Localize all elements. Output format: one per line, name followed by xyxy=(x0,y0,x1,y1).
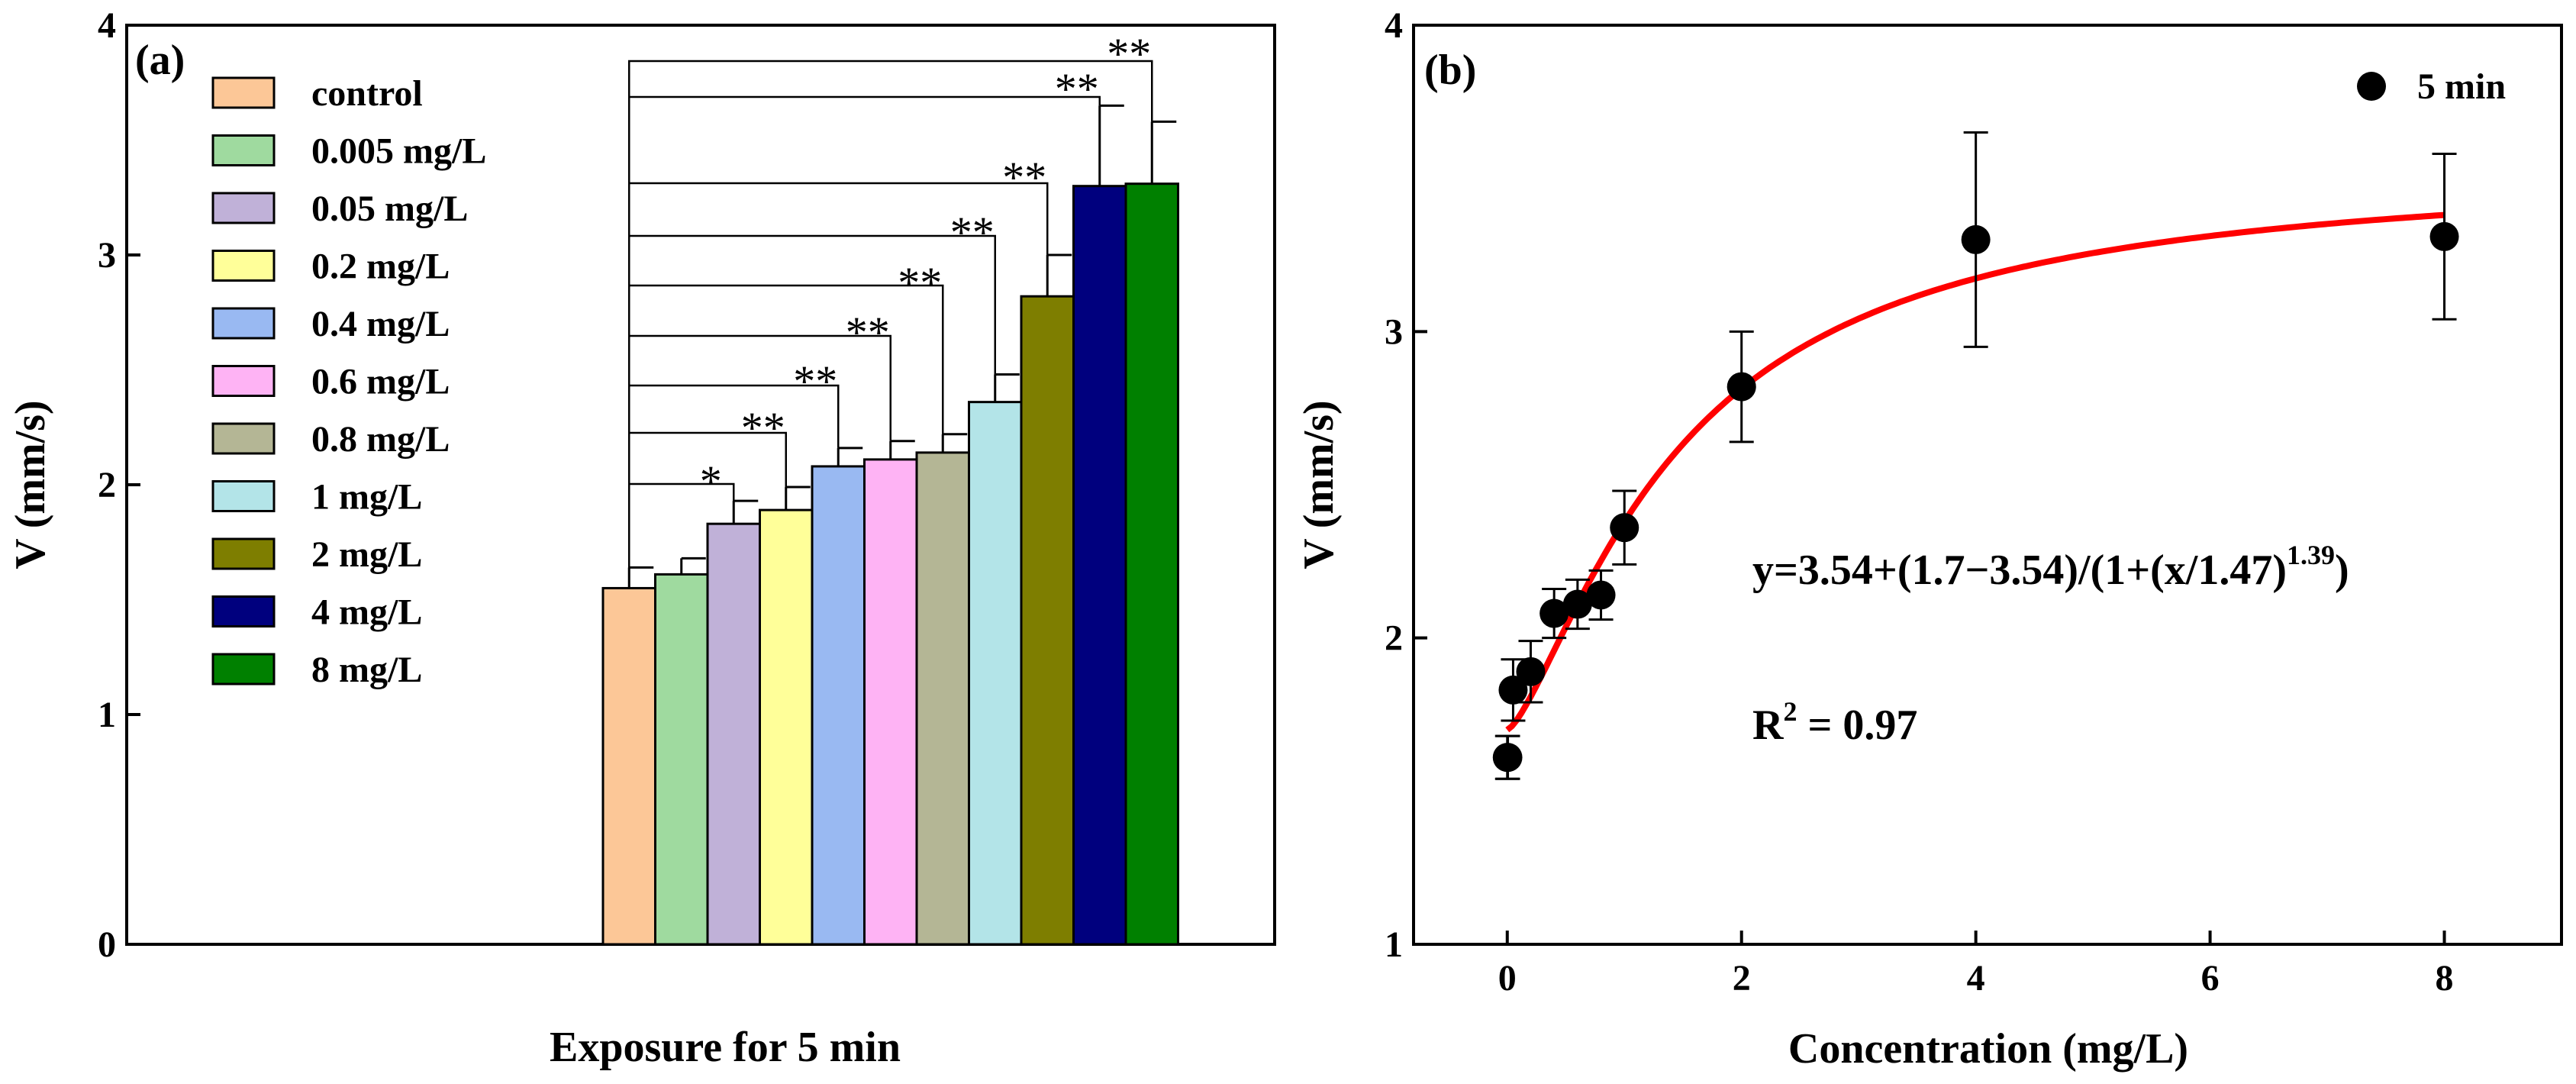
fit-equation-close: ) xyxy=(2335,547,2349,594)
legend-swatch-4 xyxy=(211,307,276,340)
data-point-4 xyxy=(1539,598,1569,628)
r-squared: R2 = 0.97 xyxy=(1752,696,1917,749)
bar-2 xyxy=(706,522,761,946)
significance-mark-3: ** xyxy=(741,403,785,453)
bar-5 xyxy=(863,458,918,946)
panel-b-frame xyxy=(1412,24,2563,946)
bar-6 xyxy=(915,451,970,946)
panel-b-xlabel: Concentration (mg/L) xyxy=(1788,1025,2188,1073)
panel-a-yticks: 0 1 2 3 4 xyxy=(98,5,140,965)
legend-swatch-2 xyxy=(211,192,276,224)
legend-label-1: 0.005 mg/L xyxy=(311,131,486,172)
bar-4 xyxy=(811,465,866,946)
panel-a-ytick-label: 0 xyxy=(98,924,116,965)
legend-swatch-0 xyxy=(211,76,276,109)
significance-mark-9: ** xyxy=(1055,64,1099,114)
bar-8 xyxy=(1020,295,1075,946)
legend-swatch-10 xyxy=(211,653,276,686)
significance-mark-6: ** xyxy=(898,258,942,308)
fit-equation: y=3.54+(1.7−3.54)/(1+(x/1.47)1.39) xyxy=(1752,540,2349,594)
legend-label-4: 0.4 mg/L xyxy=(311,304,450,344)
data-point-1 xyxy=(1493,743,1523,773)
legend-swatch-3 xyxy=(211,250,276,282)
legend-swatch-6 xyxy=(211,422,276,455)
data-point-9 xyxy=(1961,224,1991,254)
legend-label-8: 2 mg/L xyxy=(311,534,422,575)
legend-label-3: 0.2 mg/L xyxy=(311,247,450,287)
legend-marker xyxy=(2357,72,2386,101)
data-point-3 xyxy=(1516,657,1546,686)
panel-a-ytick-label: 4 xyxy=(98,5,116,46)
panel-a-xlabel: Exposure for 5 min xyxy=(550,1024,901,1071)
panel-b-ytick-label: 2 xyxy=(1385,618,1403,659)
panel-b-points xyxy=(1492,131,2459,780)
panel-b-xticks: 0 2 4 6 8 xyxy=(1498,931,2454,999)
legend-swatch-8 xyxy=(211,537,276,570)
panel-b-ytick-label: 3 xyxy=(1385,311,1403,352)
panel-b-label: (b) xyxy=(1424,47,1476,94)
bar-10 xyxy=(1124,182,1179,946)
panel-b-xtick-label: 6 xyxy=(2201,958,2220,999)
legend-label: 5 min xyxy=(2417,66,2506,107)
legend-label-9: 4 mg/L xyxy=(311,592,422,633)
data-point-5 xyxy=(1562,589,1592,619)
panel-b-ylabel: V (mm/s) xyxy=(1295,400,1343,569)
panel-b-xtick-label: 4 xyxy=(1967,958,1985,999)
bar-3 xyxy=(759,508,814,946)
bar-9 xyxy=(1072,185,1127,946)
significance-mark-8: ** xyxy=(1002,153,1046,202)
legend-label-5: 0.6 mg/L xyxy=(311,362,450,402)
legend-swatch-5 xyxy=(211,365,276,397)
data-point-8 xyxy=(1726,372,1756,402)
legend-swatch-7 xyxy=(211,480,276,512)
panel-a-bars xyxy=(601,104,1179,946)
bar-1 xyxy=(654,573,709,946)
panel-b-xtick-label: 0 xyxy=(1498,958,1517,999)
significance-mark-10: ** xyxy=(1107,29,1151,79)
panel-a-label: (a) xyxy=(135,37,185,84)
panel-b-scatter-chart: (b) V (mm/s) Concentration (mg/L) 1 2 3 4 0… xyxy=(1295,5,2563,1073)
significance-mark-4: ** xyxy=(793,356,837,406)
panel-b-ytick-label: 4 xyxy=(1385,5,1403,46)
panel-a-ytick-label: 2 xyxy=(98,465,116,505)
bar-7 xyxy=(968,401,1023,946)
data-point-7 xyxy=(1610,513,1639,543)
fit-equation-exponent: 1.39 xyxy=(2287,540,2335,570)
data-point-2 xyxy=(1498,675,1528,705)
r-squared-prefix: R xyxy=(1752,702,1784,749)
legend-label-7: 1 mg/L xyxy=(311,477,422,518)
legend-label-2: 0.05 mg/L xyxy=(311,189,468,229)
significance-mark-7: ** xyxy=(950,208,995,257)
data-point-10 xyxy=(2429,221,2459,251)
significance-bracket-10 xyxy=(628,60,1153,568)
significance-mark-5: ** xyxy=(846,308,890,357)
panel-a-ytick-label: 1 xyxy=(98,695,116,735)
legend-label-10: 8 mg/L xyxy=(311,650,422,690)
panel-a-bar-chart: (a) V (mm/s) Exposure for 5 min 0 1 2 3 4 co… xyxy=(7,5,1276,1071)
panel-b-xtick-label: 8 xyxy=(2436,958,2454,999)
fit-equation-main: y=3.54+(1.7−3.54)/(1+(x/1.47) xyxy=(1752,547,2287,594)
panel-b-yticks: 1 2 3 4 xyxy=(1385,5,1427,965)
panel-a-ylabel: V (mm/s) xyxy=(7,400,54,569)
r-squared-sup: 2 xyxy=(1783,696,1797,727)
panel-a-legend: control 0.005 mg/L 0.05 mg/L 0.2 mg/L 0.4 mg… xyxy=(211,73,486,690)
bar-0 xyxy=(601,586,656,946)
data-point-6 xyxy=(1586,580,1616,610)
legend-label-6: 0.8 mg/L xyxy=(311,419,450,460)
panel-b-ytick-label: 1 xyxy=(1385,924,1403,965)
panel-a-ytick-label: 3 xyxy=(98,235,116,276)
panel-a-significance: ***************** xyxy=(628,29,1153,568)
significance-mark-2: * xyxy=(700,457,722,506)
panel-b-xtick-label: 2 xyxy=(1733,958,1751,999)
r-squared-suffix: = 0.97 xyxy=(1797,702,1917,749)
legend-swatch-1 xyxy=(211,134,276,166)
legend-label-0: control xyxy=(311,73,423,114)
legend-swatch-9 xyxy=(211,595,276,627)
